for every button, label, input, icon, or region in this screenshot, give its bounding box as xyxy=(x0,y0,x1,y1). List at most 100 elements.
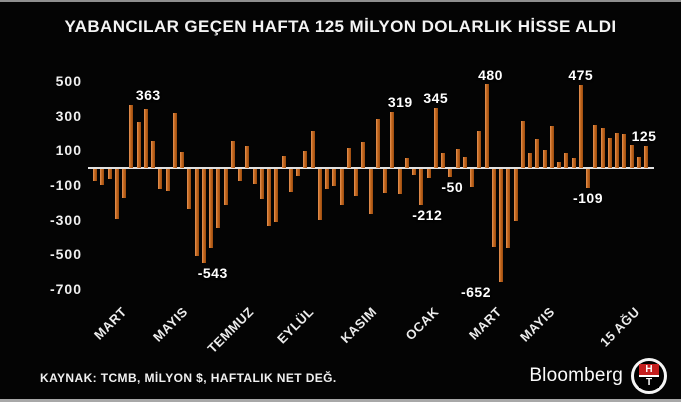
bar xyxy=(151,140,155,168)
bar xyxy=(136,121,141,168)
bar xyxy=(375,119,380,168)
x-tick-label: MAYIS xyxy=(517,304,559,345)
y-tick-label: -700 xyxy=(49,281,82,298)
x-tick-label: OCAK xyxy=(402,304,442,344)
bar xyxy=(325,168,329,189)
bar xyxy=(143,108,148,168)
bar xyxy=(600,127,605,168)
value-label: 475 xyxy=(568,67,594,84)
x-tick-label: MART xyxy=(91,304,130,343)
y-tick-label: -100 xyxy=(49,177,82,194)
bottom-edge-line xyxy=(0,399,681,402)
bloomberg-ht-logo-icon: H T xyxy=(631,358,667,394)
bar xyxy=(165,168,170,192)
value-label: 480 xyxy=(478,66,503,83)
bar xyxy=(636,157,641,168)
bar xyxy=(615,133,619,168)
bar xyxy=(332,168,337,187)
bar xyxy=(281,156,286,168)
x-tick-label: 15 AĞU xyxy=(596,304,643,350)
bar xyxy=(586,168,590,188)
bar xyxy=(310,131,315,168)
bar xyxy=(180,152,184,168)
value-label: 363 xyxy=(135,86,161,103)
bar xyxy=(441,152,445,168)
y-tick-label: -300 xyxy=(49,211,82,228)
bar xyxy=(114,168,119,220)
bar xyxy=(274,168,279,222)
x-tick-label: EYLÜL xyxy=(273,304,317,347)
bar xyxy=(361,141,366,168)
bar xyxy=(455,149,460,168)
bar xyxy=(245,145,250,168)
bar xyxy=(288,168,293,192)
bar xyxy=(404,157,409,168)
bar xyxy=(557,162,561,168)
x-tick-label: MART xyxy=(465,304,505,343)
zero-line xyxy=(88,166,654,169)
x-tick-label: KASIM xyxy=(337,304,380,346)
bar xyxy=(448,168,453,178)
bar xyxy=(593,125,598,168)
bar xyxy=(412,168,416,176)
bar xyxy=(368,168,373,215)
source-note: KAYNAK: TCMB, MİLYON $, HAFTALIK NET DEĞ… xyxy=(40,371,337,385)
bar xyxy=(426,168,431,179)
y-tick-label: 500 xyxy=(55,73,82,90)
bar xyxy=(194,168,199,257)
bar xyxy=(506,168,511,248)
value-label: -50 xyxy=(441,179,464,196)
bar xyxy=(383,168,387,193)
bar xyxy=(100,168,105,186)
bar xyxy=(433,107,438,168)
bar xyxy=(158,168,163,190)
bar xyxy=(223,168,228,206)
bar xyxy=(122,168,126,198)
bar xyxy=(542,150,547,168)
bar xyxy=(419,168,424,206)
value-label: -109 xyxy=(572,189,604,206)
value-label: 345 xyxy=(423,89,449,106)
bar xyxy=(564,152,569,168)
bar xyxy=(622,133,627,168)
x-tick-label: TEMMUZ xyxy=(204,304,257,357)
bloomberg-wordmark: Bloomberg xyxy=(529,365,623,386)
bar xyxy=(296,168,300,176)
branding: Bloomberg H T xyxy=(529,356,667,396)
bar xyxy=(578,85,583,168)
logo-letter-t: T xyxy=(639,377,659,388)
x-tick-label: MAYIS xyxy=(150,304,192,345)
value-label: -543 xyxy=(197,264,228,281)
bar xyxy=(397,168,402,195)
value-label: 319 xyxy=(387,94,413,111)
bar xyxy=(499,168,503,282)
bar xyxy=(470,168,474,187)
bar xyxy=(571,158,576,168)
logo-letter-h: H xyxy=(639,364,659,377)
y-tick-label: -500 xyxy=(49,246,82,263)
bar xyxy=(390,112,395,168)
bar xyxy=(201,168,206,263)
bar xyxy=(644,146,648,168)
bar xyxy=(93,168,97,181)
bar xyxy=(339,168,344,206)
bar xyxy=(484,84,489,168)
bar xyxy=(477,131,482,168)
value-label: 125 xyxy=(631,128,657,145)
bar xyxy=(172,113,177,168)
bar xyxy=(252,168,257,185)
bar xyxy=(317,168,322,220)
value-label: -652 xyxy=(460,283,492,300)
bar xyxy=(238,168,242,181)
top-edge-line xyxy=(0,0,681,2)
bar xyxy=(513,168,518,221)
bar xyxy=(259,168,264,200)
plot-area: 363 -543 319 -212 345 -50 480 -652 475 -109 125 xyxy=(88,63,656,300)
bar xyxy=(267,168,271,226)
bar xyxy=(107,168,112,179)
bar xyxy=(216,168,221,228)
bar xyxy=(354,168,358,196)
bar xyxy=(462,157,467,168)
bar xyxy=(303,151,308,168)
y-tick-label: 100 xyxy=(55,142,82,159)
